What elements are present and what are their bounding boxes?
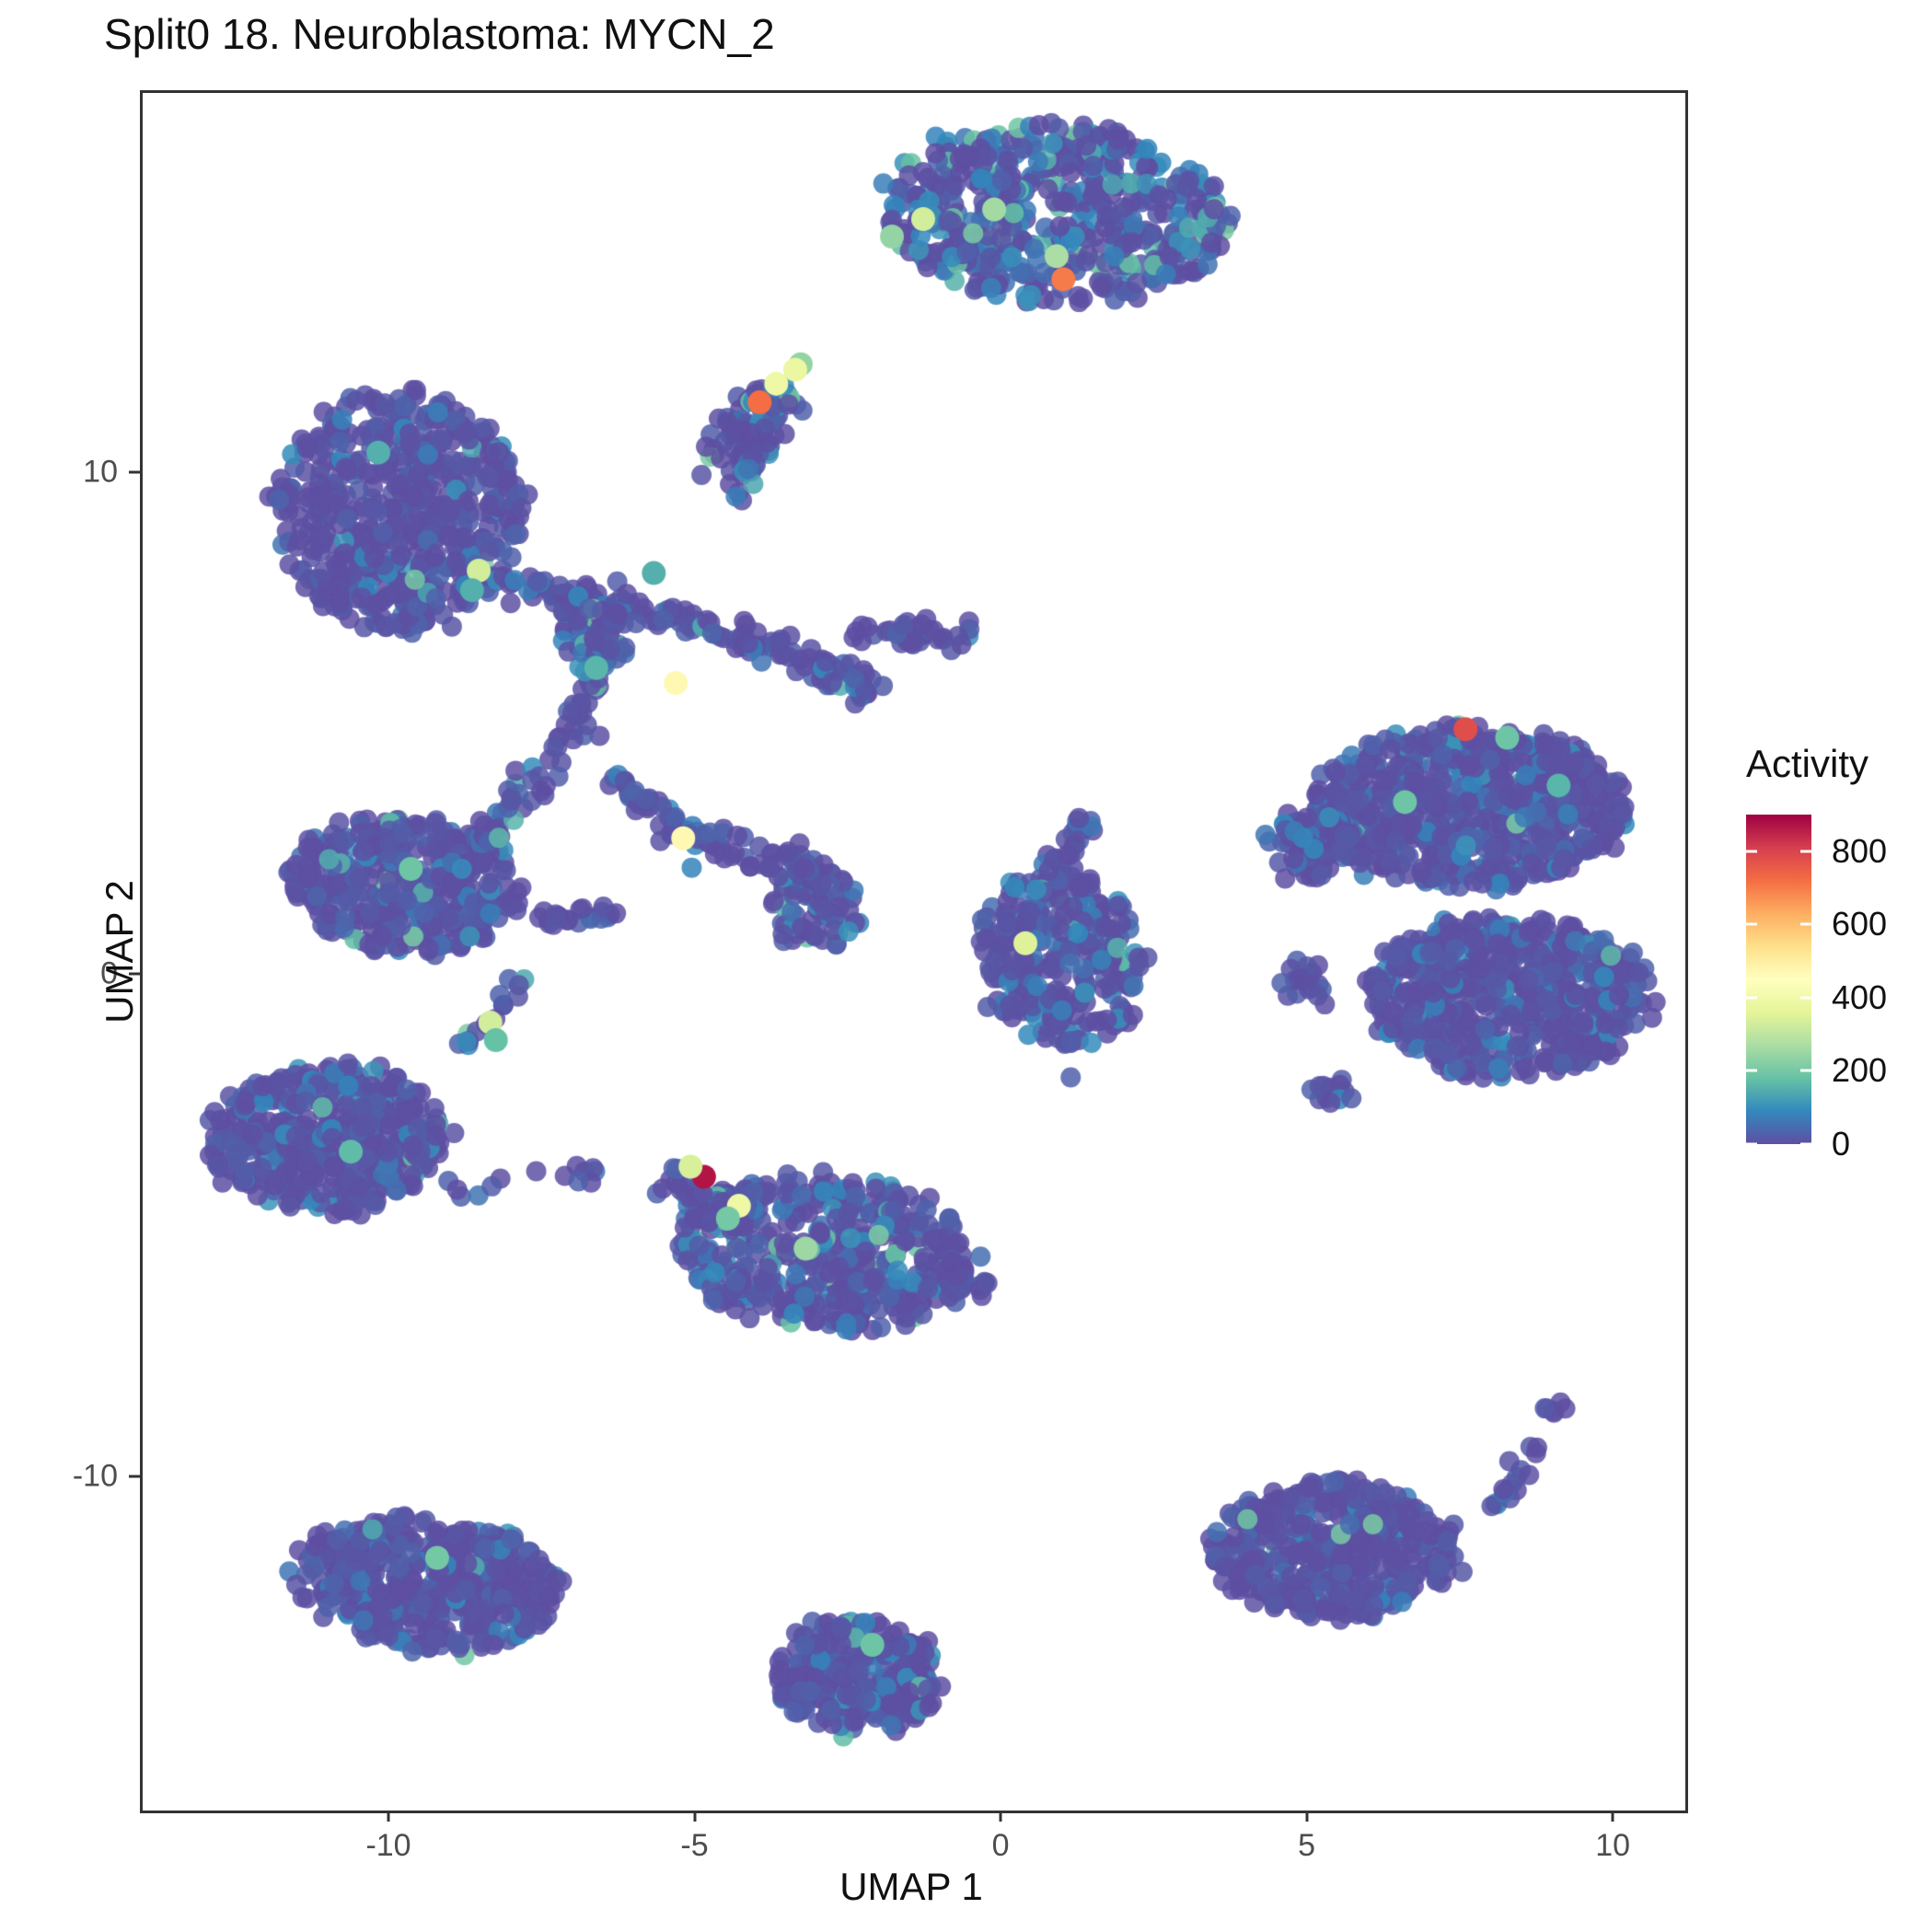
legend-tick-label: 600 (1832, 905, 1888, 943)
x-tick-mark (999, 1811, 1002, 1822)
legend-tick-dash (1746, 1069, 1757, 1072)
x-tick-mark (1611, 1811, 1614, 1822)
x-tick-label: -10 (365, 1828, 411, 1863)
x-axis-title: UMAP 1 (839, 1865, 983, 1908)
x-tick-label: 0 (991, 1828, 1010, 1863)
legend-tick-dash (1746, 922, 1757, 926)
legend-tick-dash (1800, 1069, 1811, 1072)
y-tick-mark (129, 470, 140, 474)
x-tick-label: 10 (1595, 1828, 1631, 1863)
y-tick-label: 10 (83, 454, 118, 490)
x-tick-label: 5 (1298, 1828, 1316, 1863)
legend-tick-label: 400 (1832, 978, 1888, 1016)
legend-tick-dash (1746, 996, 1757, 1000)
x-tick-mark (387, 1811, 390, 1822)
legend-tick-label: 800 (1832, 831, 1888, 870)
umap-scatter-canvas (143, 93, 1685, 1811)
y-axis-title: UMAP 2 (98, 880, 141, 1024)
y-tick-label: -10 (72, 1458, 118, 1494)
plot-panel (140, 90, 1688, 1813)
y-tick-mark (129, 972, 140, 976)
y-tick-label: 0 (100, 955, 118, 991)
x-tick-label: -5 (680, 1828, 709, 1863)
chart-title: Split0 18. Neuroblastoma: MYCN_2 (104, 10, 775, 58)
y-tick-mark (129, 1475, 140, 1478)
legend-tick-label: 200 (1832, 1051, 1888, 1090)
x-tick-mark (693, 1811, 697, 1822)
legend-tick-dash (1800, 996, 1811, 1000)
legend-tick-dash (1746, 850, 1757, 853)
legend-tick-dash (1800, 922, 1811, 926)
legend-colorbar (1746, 815, 1811, 1144)
legend-tick-dash (1746, 1142, 1757, 1146)
legend-tick-dash (1800, 850, 1811, 853)
legend-title: Activity (1746, 742, 1869, 785)
legend-tick-label: 0 (1832, 1125, 1851, 1163)
x-tick-mark (1305, 1811, 1309, 1822)
legend-tick-dash (1800, 1142, 1811, 1146)
